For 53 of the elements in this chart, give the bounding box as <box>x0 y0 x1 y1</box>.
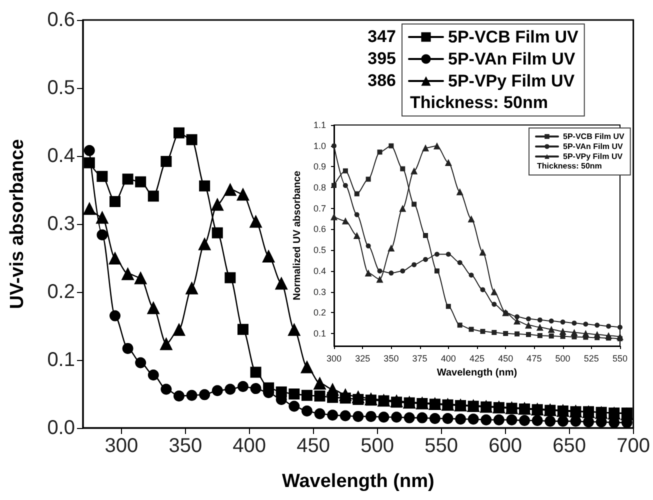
annotation: 386 <box>368 71 396 90</box>
x-tick-label: 450 <box>296 435 330 457</box>
y-tick-label: 1.0 <box>313 140 326 151</box>
annotation: 395 <box>368 49 396 68</box>
x-tick-label: 600 <box>488 435 522 457</box>
x-tick-label: 550 <box>424 435 458 457</box>
x-tick-label: 700 <box>616 435 650 457</box>
y-tick-label: 0.6 <box>313 224 326 234</box>
legend-label: 5P-VAn Film UV <box>448 50 576 68</box>
x-tick-label: 650 <box>552 435 586 457</box>
legend-label: 5P-VPy Film UV <box>563 152 624 161</box>
y-tick-label: 0.2 <box>47 281 75 303</box>
y-tick-label: 0.1 <box>47 349 75 371</box>
annotation: 347 <box>368 27 396 46</box>
x-tick-label: 550 <box>612 354 628 364</box>
y-tick-label: 0.5 <box>313 245 326 256</box>
x-axis-title: Wavelength (nm) <box>436 367 518 378</box>
y-tick-label: 0.3 <box>47 213 75 235</box>
x-axis-title: Wavelength (nm) <box>282 471 434 492</box>
y-tick-label: 1.1 <box>313 120 326 130</box>
x-tick-label: 500 <box>555 354 570 364</box>
x-tick-label: 300 <box>326 354 342 364</box>
x-tick-label: 350 <box>384 354 399 364</box>
x-tick-label: 450 <box>498 354 514 364</box>
y-tick-label: 0.2 <box>313 308 326 318</box>
y-tick-label: 0.6 <box>47 9 75 31</box>
legend-label: 5P-VCB Film UV <box>563 132 626 141</box>
x-tick-label: 475 <box>526 354 542 364</box>
y-tick-label: 0.3 <box>313 286 326 297</box>
legend-title: Thickness: 50nm <box>537 162 602 170</box>
y-axis-title: UV-vis absorbance <box>7 138 28 310</box>
legend-title: Thickness: 50nm <box>410 93 548 112</box>
x-tick-label: 375 <box>412 354 428 364</box>
y-tick-label: 0.1 <box>313 328 326 338</box>
y-tick-label: 0.8 <box>313 182 326 193</box>
y-tick-label: 0.4 <box>47 145 75 167</box>
y-tick-label: 0.0 <box>47 417 75 439</box>
x-tick-label: 300 <box>104 435 138 457</box>
x-tick-label: 425 <box>469 354 485 364</box>
y-tick-label: 0.5 <box>47 77 75 99</box>
y-axis-title: Normalized UV absorbance <box>292 170 304 300</box>
x-tick-label: 400 <box>440 354 456 364</box>
x-tick-label: 400 <box>232 435 266 457</box>
x-tick-label: 325 <box>355 354 370 364</box>
legend-label: 5P-VAn Film UV <box>563 142 624 151</box>
legend-label: 5P-VPy Film UV <box>448 72 576 90</box>
y-tick-label: 0.9 <box>313 162 326 172</box>
y-tick-label: 0.7 <box>313 203 326 214</box>
x-tick-label: 350 <box>168 435 202 457</box>
legend-label: 5P-VCB Film UV <box>448 28 580 46</box>
x-tick-label: 500 <box>360 435 394 457</box>
y-tick-label: 0.4 <box>313 266 326 276</box>
x-tick-label: 525 <box>584 354 599 364</box>
